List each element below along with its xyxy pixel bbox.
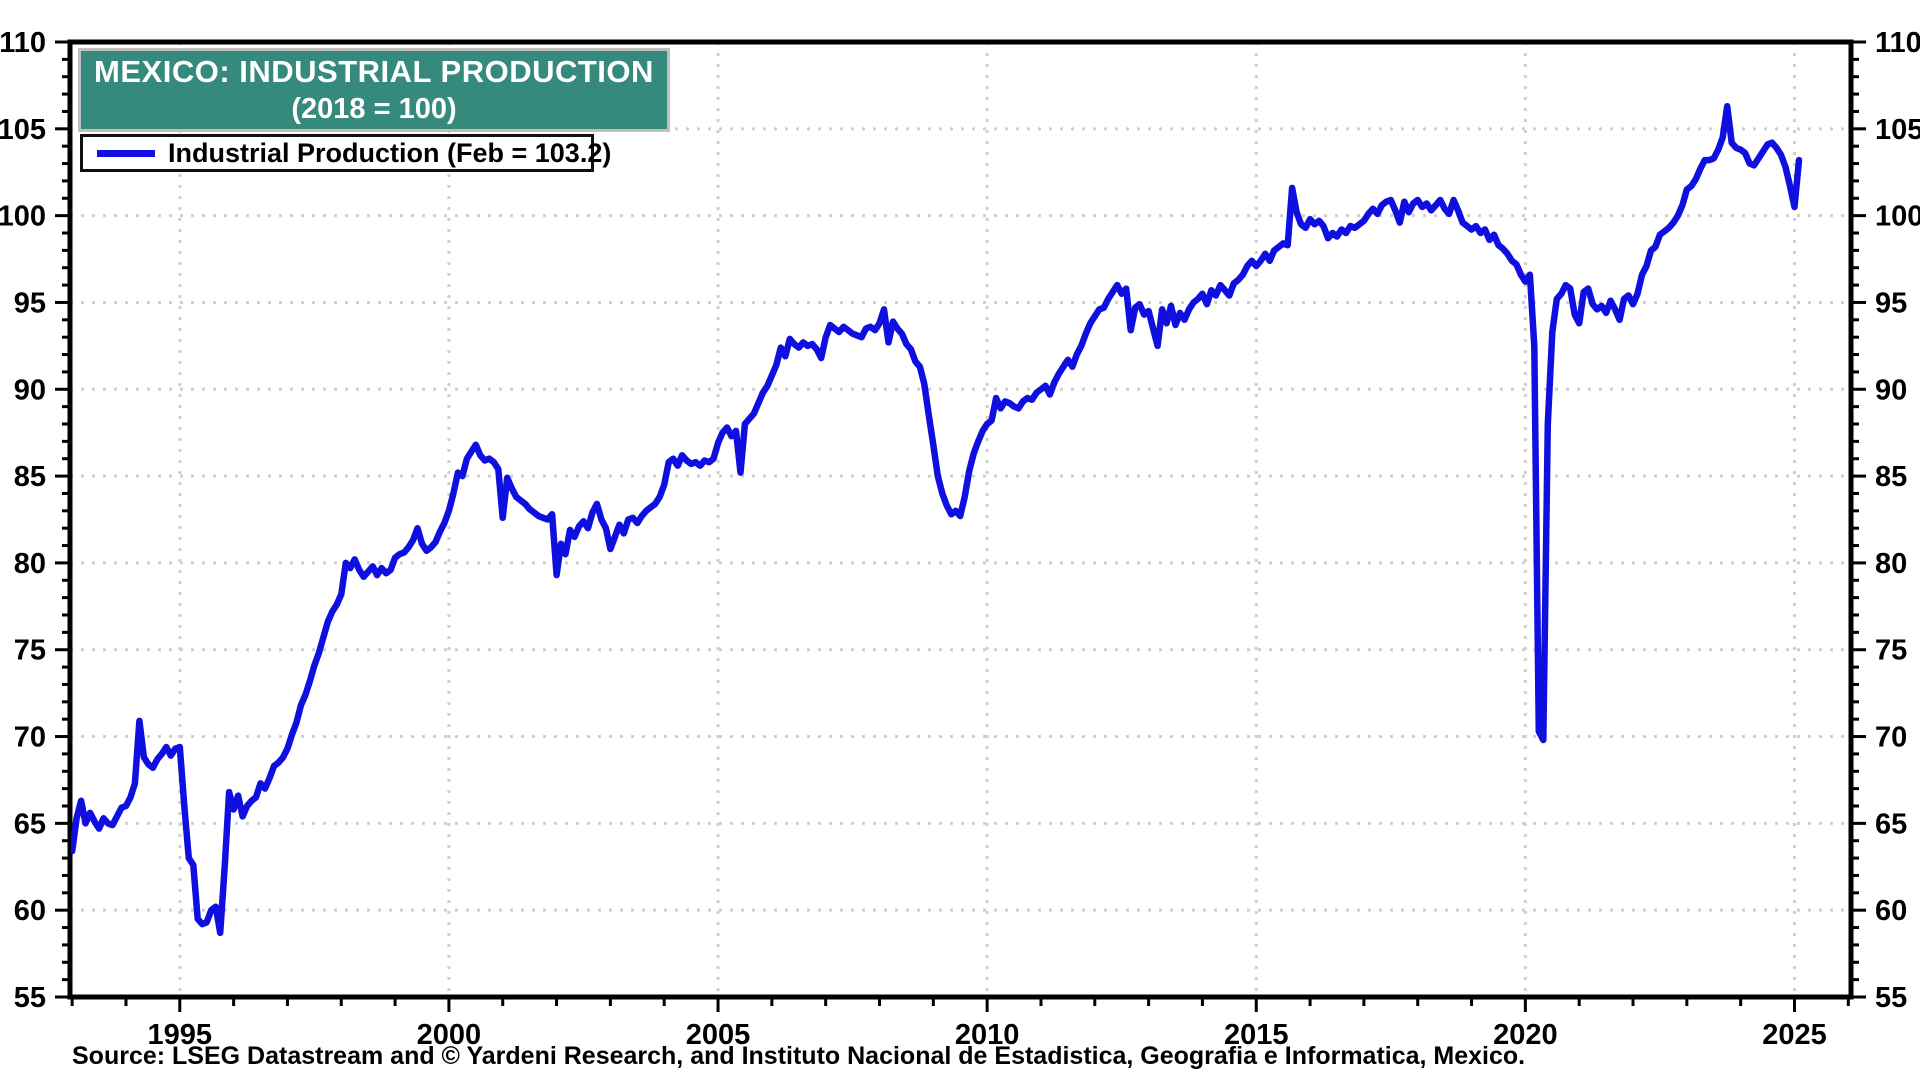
y-axis-label-right: 55: [1875, 982, 1907, 1014]
y-axis-label-left: 60: [14, 895, 46, 927]
y-axis-label-left: 95: [14, 287, 46, 319]
y-axis-label-left: 55: [14, 982, 46, 1014]
y-axis-label-left: 100: [0, 201, 46, 233]
y-axis-label-right: 65: [1875, 808, 1907, 840]
y-axis-label-right: 105: [1875, 114, 1920, 146]
legend-line-swatch: [97, 149, 155, 157]
x-axis-label: 1995: [148, 1019, 213, 1051]
y-axis-label-right: 100: [1875, 201, 1920, 233]
y-axis-label-right: 75: [1875, 635, 1907, 667]
y-axis-label-left: 80: [14, 548, 46, 580]
y-axis-label-right: 60: [1875, 895, 1907, 927]
y-axis-label-right: 70: [1875, 722, 1907, 754]
y-axis-label-left: 90: [14, 374, 46, 406]
x-axis-label: 2015: [1224, 1019, 1289, 1051]
x-axis-label: 2020: [1493, 1019, 1558, 1051]
chart-title: MEXICO: INDUSTRIAL PRODUCTION: [94, 53, 654, 89]
y-axis-label-left: 70: [14, 722, 46, 754]
industrial-production-line: [71, 102, 1803, 937]
chart-subtitle: (2018 = 100): [291, 93, 457, 126]
y-axis-label-left: 85: [14, 461, 46, 493]
legend: Industrial Production (Feb = 103.2): [80, 134, 611, 172]
legend-label: Industrial Production (Feb = 103.2): [168, 137, 612, 168]
y-axis-label-right: 90: [1875, 374, 1907, 406]
y-axis-label-left: 65: [14, 808, 46, 840]
y-axis-label-left: 75: [14, 635, 46, 667]
y-axis-label-right: 80: [1875, 548, 1907, 580]
y-axis-label-right: 95: [1875, 287, 1907, 319]
x-axis-label: 2000: [417, 1019, 482, 1051]
source-attribution: Source: LSEG Datastream and © Yardeni Re…: [72, 1042, 1526, 1070]
y-axis-label-right: 110: [1875, 27, 1920, 59]
chart-title-box: MEXICO: INDUSTRIAL PRODUCTION (2018 = 10…: [78, 48, 670, 132]
y-axis-label-left: 105: [0, 114, 46, 146]
x-axis-label: 2010: [955, 1019, 1020, 1051]
y-axis-label-left: 110: [0, 27, 46, 59]
y-axis-label-right: 85: [1875, 461, 1907, 493]
x-axis-label: 2005: [686, 1019, 751, 1051]
x-axis-label: 2025: [1762, 1019, 1827, 1051]
